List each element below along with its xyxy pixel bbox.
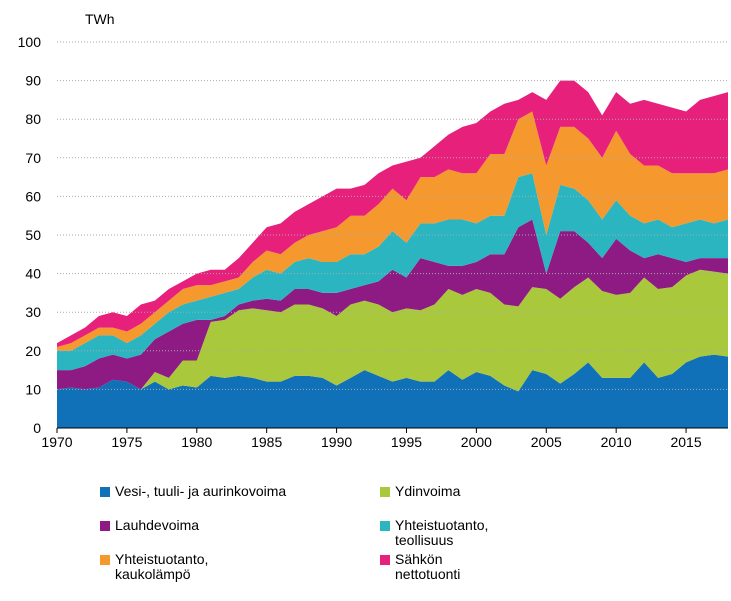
areas	[57, 80, 728, 428]
x-tick-label: 2005	[531, 434, 562, 450]
y-tick-label: 20	[25, 343, 41, 359]
y-tick-label: 10	[25, 381, 41, 397]
legend-swatch	[100, 487, 110, 497]
legend-label: Ydinvoima	[395, 483, 461, 499]
legend-swatch	[380, 555, 390, 565]
y-tick-label: 0	[33, 420, 41, 436]
area	[57, 111, 728, 351]
y-tick-label: 60	[25, 188, 41, 204]
legend-swatch	[380, 487, 390, 497]
legend-label: Yhteistuotanto, kaukolämpö	[115, 551, 209, 582]
area	[57, 269, 728, 392]
x-tick-label: 1975	[111, 434, 142, 450]
area	[57, 354, 728, 428]
y-tick-label: 100	[18, 34, 42, 50]
legend-label: Yhteistuotanto, teollisuus	[395, 517, 489, 548]
area	[57, 219, 728, 390]
x-tick-label: 2000	[461, 434, 492, 450]
y-tick-label: 90	[25, 73, 41, 89]
legend-swatch	[100, 555, 110, 565]
legend-label: Vesi-, tuuli- ja aurinkovoima	[115, 483, 287, 499]
x-tick-label: 2015	[670, 434, 701, 450]
y-tick-label: 30	[25, 304, 41, 320]
legend-label: Sähkön nettotuonti	[395, 551, 461, 582]
y-tick-label: 50	[25, 227, 41, 243]
x-tick-label: 1970	[41, 434, 72, 450]
area	[57, 173, 728, 371]
x-tick-label: 1995	[391, 434, 422, 450]
y-tick-label: 80	[25, 111, 41, 127]
x-tick-label: 2010	[601, 434, 632, 450]
x-tick-label: 1990	[321, 434, 352, 450]
legend-swatch	[100, 521, 110, 531]
y-tick-label: 70	[25, 150, 41, 166]
area	[57, 80, 728, 347]
legend-swatch	[380, 521, 390, 531]
legend-label: Lauhdevoima	[115, 517, 200, 533]
legend: Vesi-, tuuli- ja aurinkovoima Ydinvoima La…	[0, 476, 731, 601]
y-axis-label: TWh	[85, 11, 115, 27]
x-tick-label: 1985	[251, 434, 282, 450]
y-tick-label: 40	[25, 266, 41, 282]
x-tick-label: 1980	[181, 434, 212, 450]
